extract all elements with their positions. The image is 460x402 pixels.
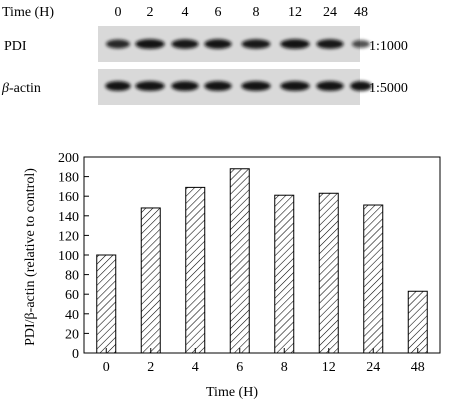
bar xyxy=(140,207,161,354)
y-tick-label: 120 xyxy=(58,229,79,244)
bars xyxy=(96,168,428,354)
lane-label: 4 xyxy=(182,5,189,20)
lane-label: 24 xyxy=(323,5,337,20)
blot-band xyxy=(351,40,371,48)
bar xyxy=(185,186,206,354)
x-tick-label: 0 xyxy=(103,360,110,375)
blot-band xyxy=(106,39,130,49)
lane-label: 12 xyxy=(288,5,302,20)
y-tick-label: 20 xyxy=(65,327,79,342)
lane-label: 8 xyxy=(253,5,260,20)
western-blot-panel: Time (H) 0 2 4 6 8 12 24 48 PDI β-actin 1:1000 … xyxy=(1,5,408,105)
blot-band xyxy=(135,39,165,49)
bar xyxy=(229,168,250,354)
lane-label: 48 xyxy=(354,5,368,20)
blot-band xyxy=(204,81,232,91)
y-axis-ticks: 0 20 40 60 80 100 120 140 160 180 200 xyxy=(58,151,89,362)
y-tick-label: 80 xyxy=(65,269,79,284)
lane-labels: 0 2 4 6 8 12 24 48 xyxy=(115,5,369,20)
y-axis-label: PDI/β-actin (relative to control) xyxy=(23,168,38,346)
blot-band xyxy=(204,39,232,49)
bar xyxy=(407,290,428,354)
plot-frame xyxy=(83,156,441,354)
blot-band xyxy=(135,81,165,91)
blot-band xyxy=(350,81,372,91)
blot-bands xyxy=(105,39,372,91)
bar xyxy=(96,254,117,354)
actin-beta-prefix: β xyxy=(1,81,9,96)
y-tick-label: 160 xyxy=(58,190,79,205)
row-label-actin: β-actin xyxy=(1,81,41,96)
bar xyxy=(318,192,339,354)
x-tick-label: 2 xyxy=(147,360,154,375)
blot-band xyxy=(105,81,131,91)
x-tick-label: 48 xyxy=(411,360,425,375)
y-tick-label: 60 xyxy=(65,288,79,303)
blot-band xyxy=(241,81,271,91)
row-label-pdi: PDI xyxy=(4,39,27,54)
blot-band xyxy=(171,81,199,91)
blot-time-header: Time (H) xyxy=(2,5,54,20)
y-tick-label: 100 xyxy=(58,249,79,264)
bar xyxy=(363,204,384,354)
y-tick-label: 140 xyxy=(58,210,79,225)
blot-band xyxy=(241,39,271,49)
x-tick-label: 6 xyxy=(236,360,243,375)
y-tick-label: 180 xyxy=(58,171,79,186)
blot-band xyxy=(316,39,344,49)
x-tick-label: 4 xyxy=(192,360,199,375)
blot-band xyxy=(280,39,310,49)
x-axis-label: Time (H) xyxy=(206,385,258,400)
dilution-pdi: 1:1000 xyxy=(369,39,408,54)
blot-band xyxy=(171,39,199,49)
x-tick-label: 12 xyxy=(322,360,336,375)
y-tick-label: 40 xyxy=(65,308,79,323)
x-tick-label: 24 xyxy=(366,360,380,375)
bar xyxy=(274,194,295,354)
lane-label: 2 xyxy=(147,5,154,20)
actin-label-text: -actin xyxy=(9,81,41,96)
dilution-actin: 1:5000 xyxy=(369,81,408,96)
x-axis-ticks: 0 2 4 6 8 12 24 48 xyxy=(103,348,425,375)
x-tick-label: 8 xyxy=(281,360,288,375)
lane-label: 0 xyxy=(115,5,122,20)
blot-band xyxy=(316,81,344,91)
y-tick-label: 0 xyxy=(72,347,79,362)
lane-label: 6 xyxy=(215,5,222,20)
y-tick-label: 200 xyxy=(58,151,79,166)
blot-band xyxy=(280,81,310,91)
